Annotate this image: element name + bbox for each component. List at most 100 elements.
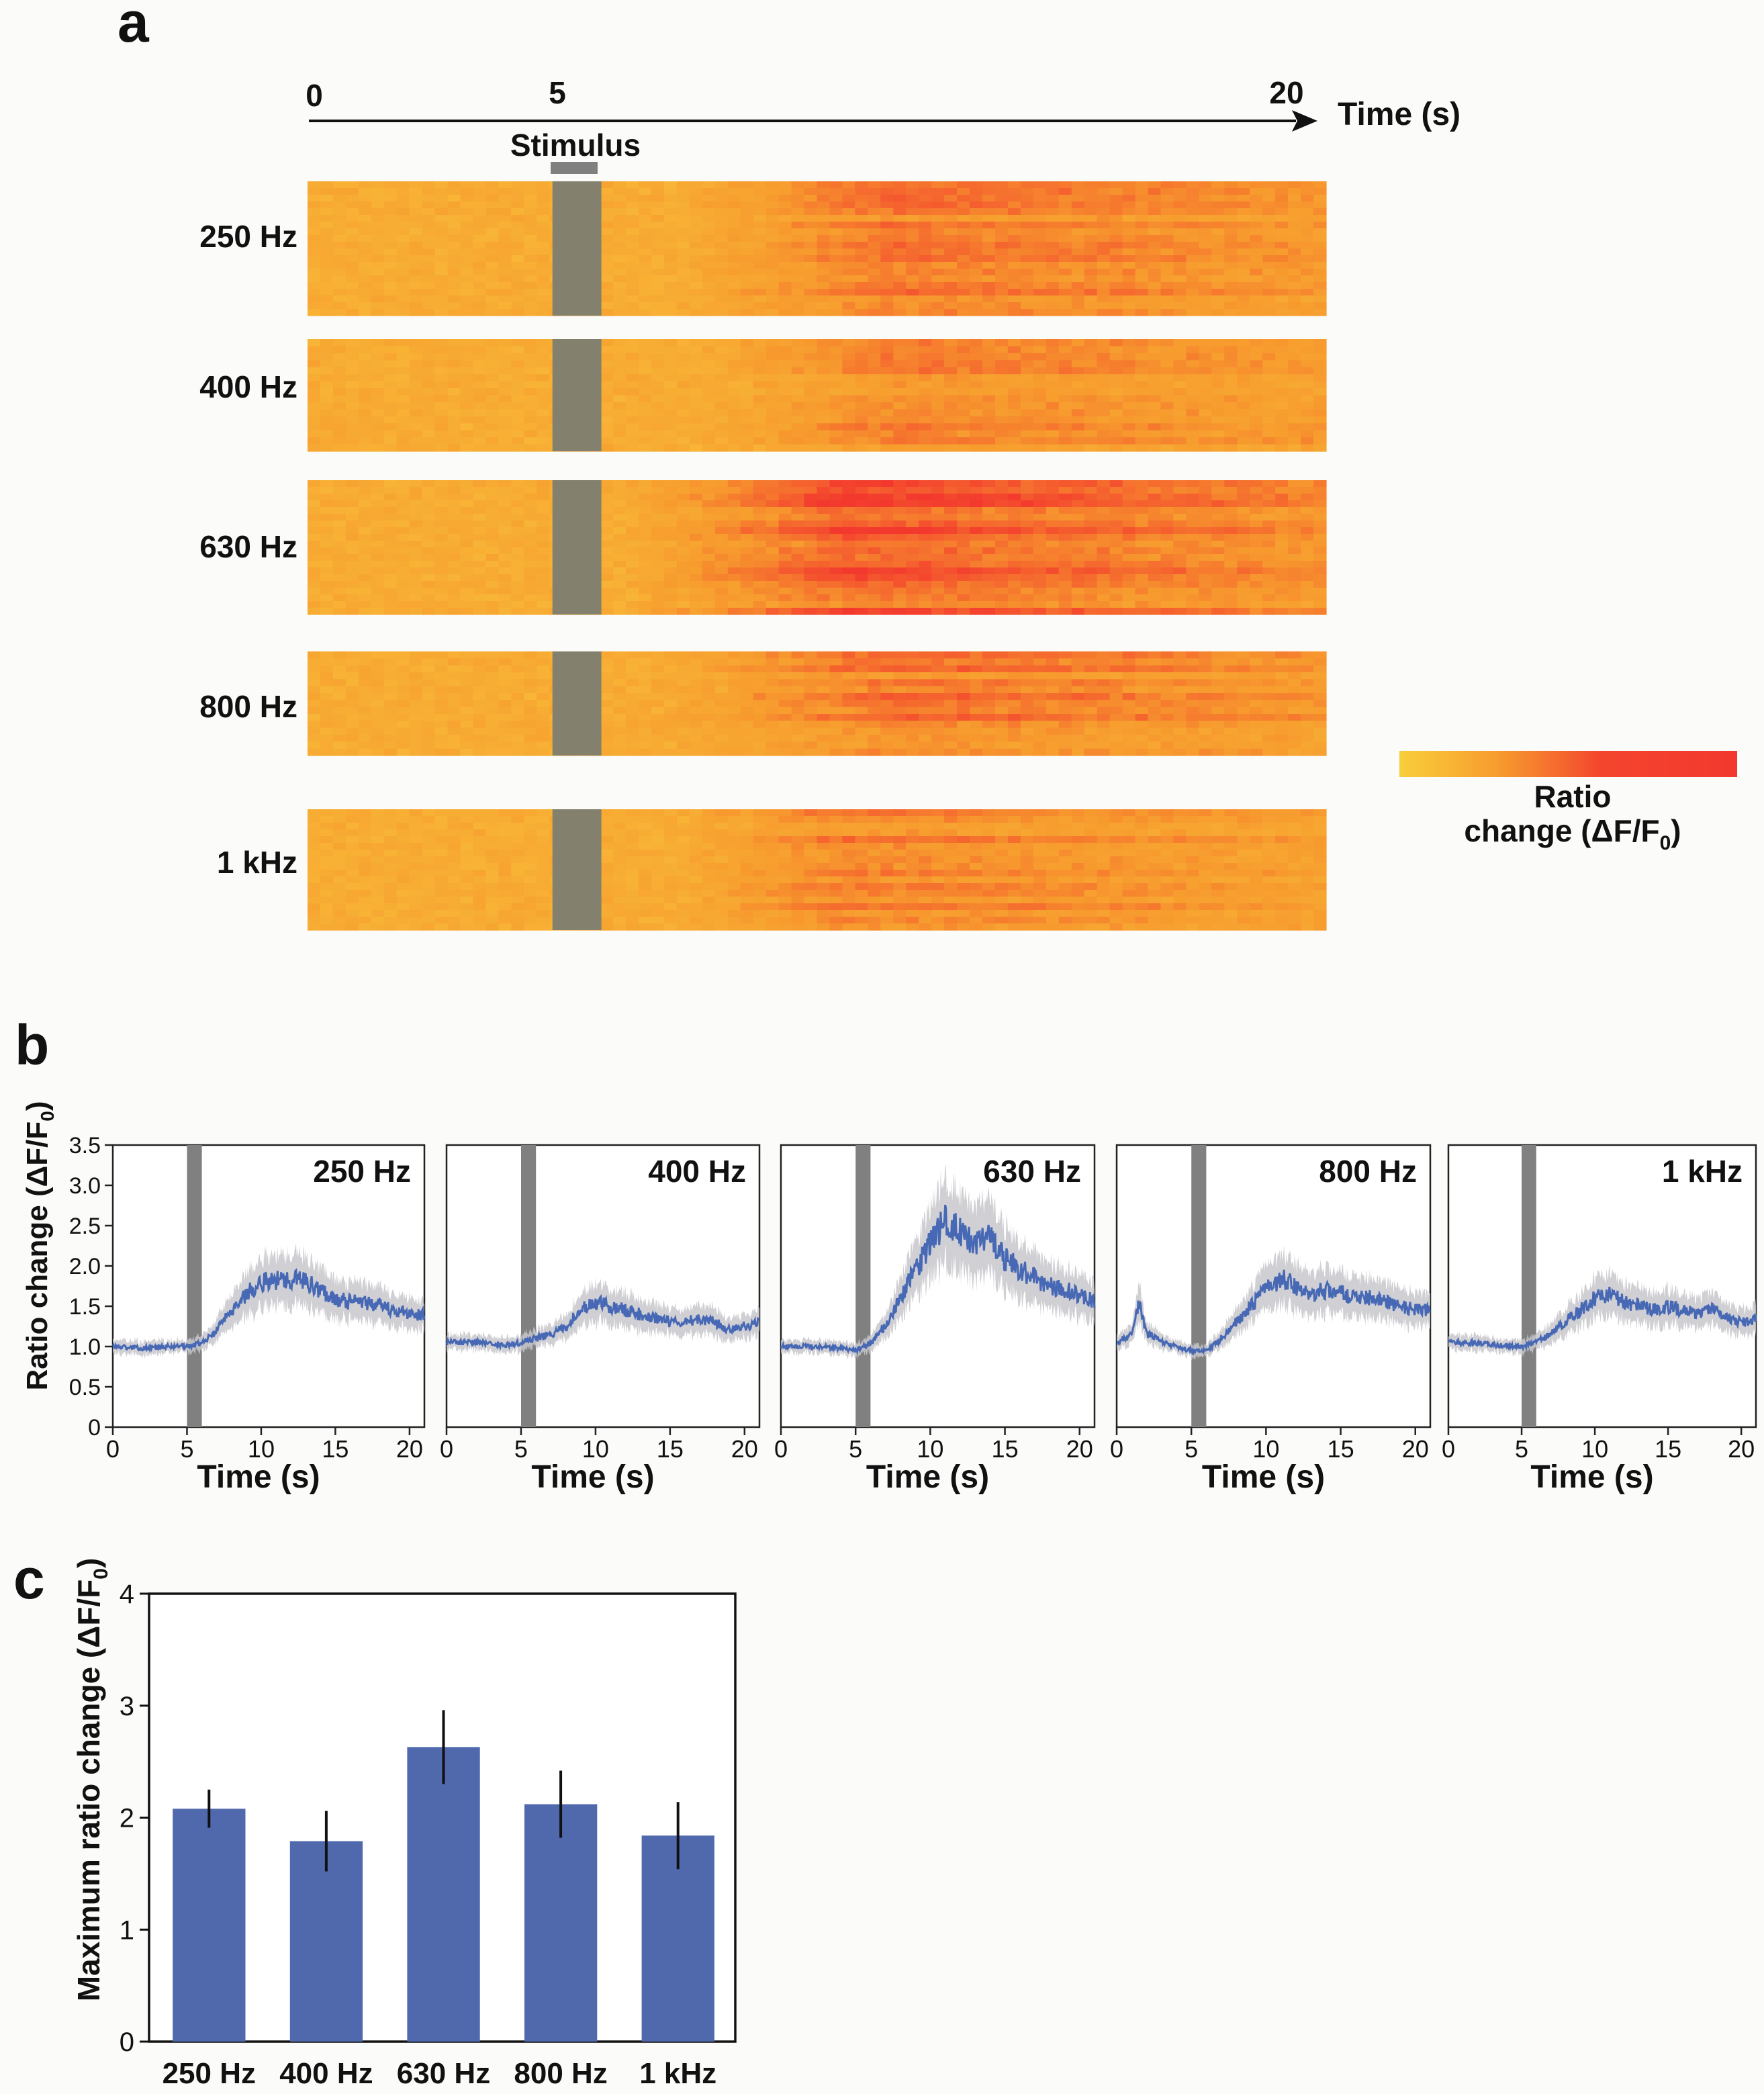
heatmap-cell bbox=[855, 381, 868, 389]
heatmap-cell bbox=[714, 601, 729, 608]
heatmap-cell bbox=[1109, 541, 1123, 548]
heatmap-cell bbox=[753, 282, 767, 289]
heatmap-cell bbox=[613, 679, 626, 687]
heatmap-cell bbox=[982, 581, 996, 588]
heatmap-cell bbox=[600, 228, 614, 236]
heatmap-cell bbox=[1020, 275, 1034, 283]
heatmap-cell bbox=[995, 500, 1009, 508]
heatmap-cell bbox=[1262, 302, 1276, 310]
heatmap-cell bbox=[1046, 527, 1060, 535]
heatmap-cell bbox=[791, 289, 805, 296]
heatmap-cell bbox=[804, 665, 818, 673]
heatmap-cell bbox=[537, 514, 550, 521]
heatmap-cell bbox=[422, 430, 436, 438]
heatmap-cell bbox=[422, 480, 436, 488]
heatmap-cell bbox=[1097, 567, 1111, 575]
heatmap-cell bbox=[957, 487, 970, 494]
heatmap-cell bbox=[829, 658, 843, 666]
heatmap-cell bbox=[714, 302, 729, 310]
heatmap-cell bbox=[1313, 309, 1327, 316]
heatmap-cell bbox=[663, 561, 678, 568]
heatmap-cell bbox=[1148, 520, 1162, 528]
heatmap-cell bbox=[1199, 665, 1212, 673]
heatmap-cell bbox=[537, 181, 550, 189]
heatmap-cell bbox=[880, 201, 894, 209]
heatmap-cell bbox=[817, 242, 831, 249]
heatmap-cell bbox=[982, 195, 996, 202]
heatmap-cell bbox=[676, 402, 690, 410]
heatmap-cell bbox=[829, 381, 843, 389]
heatmap-cell bbox=[970, 208, 983, 216]
heatmap-cell bbox=[524, 228, 537, 236]
heatmap-cell bbox=[727, 534, 741, 541]
heatmap-cell bbox=[727, 195, 741, 202]
heatmap-cell bbox=[995, 534, 1009, 541]
heatmap-cell bbox=[906, 302, 919, 310]
heatmap-cell bbox=[995, 658, 1009, 666]
heatmap-cell bbox=[434, 181, 449, 189]
heatmap-cell bbox=[702, 437, 716, 445]
heatmap-cell bbox=[396, 693, 410, 700]
heatmap-cell bbox=[740, 289, 754, 296]
heatmap-cell bbox=[676, 416, 690, 424]
heatmap-cell bbox=[702, 686, 716, 694]
heatmap-cell bbox=[957, 547, 970, 555]
heatmap-cell bbox=[396, 561, 410, 568]
heatmap-cell bbox=[1275, 275, 1289, 283]
heatmap-cell bbox=[970, 367, 983, 375]
heatmap-cell bbox=[1275, 255, 1289, 263]
heatmap-cell bbox=[663, 494, 678, 501]
heatmap-cell bbox=[1173, 567, 1187, 575]
heatmap-cell bbox=[957, 248, 970, 256]
heatmap-cell bbox=[1109, 601, 1123, 608]
heatmap-cell bbox=[817, 594, 831, 602]
heatmap-cell bbox=[473, 416, 487, 424]
heatmap-cell bbox=[1007, 430, 1021, 438]
heatmap-cell bbox=[765, 658, 780, 666]
heatmap-cell bbox=[778, 201, 792, 209]
heatmap-cell bbox=[473, 195, 487, 202]
heatmap-cell bbox=[931, 507, 945, 514]
heatmap-cell bbox=[791, 608, 805, 615]
heatmap-cell bbox=[332, 594, 346, 602]
heatmap-cell bbox=[320, 346, 334, 354]
heatmap-cell bbox=[957, 437, 970, 445]
heatmap-cell bbox=[473, 672, 487, 680]
heatmap-cell bbox=[1224, 608, 1238, 615]
heatmap-cell bbox=[765, 500, 780, 508]
heatmap-cell bbox=[931, 588, 945, 595]
heatmap-cell bbox=[1173, 248, 1187, 256]
heatmap-cell bbox=[740, 416, 754, 424]
heatmap-cell bbox=[791, 242, 805, 249]
heatmap-cell bbox=[740, 561, 754, 568]
heatmap-cell bbox=[485, 309, 500, 316]
heatmap-cell bbox=[855, 430, 868, 438]
heatmap-cell bbox=[855, 262, 868, 269]
heatmap-cell bbox=[434, 541, 449, 548]
heatmap-cell bbox=[868, 181, 881, 189]
heatmap-cell bbox=[714, 208, 729, 216]
heatmap-cell bbox=[422, 409, 436, 417]
heatmap-cell bbox=[1084, 409, 1098, 417]
heatmap-cell bbox=[1033, 487, 1047, 494]
heatmap-cell bbox=[639, 409, 652, 417]
heatmap-cell bbox=[524, 437, 537, 445]
heatmap-cell bbox=[345, 672, 359, 680]
heatmap-cell bbox=[537, 520, 550, 528]
heatmap-cell bbox=[855, 581, 868, 588]
heatmap-cell bbox=[473, 248, 487, 256]
heatmap-cell bbox=[524, 395, 537, 403]
heatmap-cell bbox=[1071, 686, 1085, 694]
heatmap-cell bbox=[919, 430, 932, 438]
heatmap-cell bbox=[308, 360, 321, 368]
heatmap-cell bbox=[753, 520, 767, 528]
heatmap-cell bbox=[613, 374, 626, 382]
heatmap-cell bbox=[422, 514, 436, 521]
heatmap-cell bbox=[778, 665, 792, 673]
heatmap-cell bbox=[765, 554, 780, 561]
heatmap-cell bbox=[320, 222, 334, 229]
heatmap-cell bbox=[829, 651, 843, 659]
heatmap-cell bbox=[1109, 235, 1123, 242]
heatmap-cell bbox=[537, 346, 550, 354]
heatmap-cell bbox=[689, 507, 703, 514]
